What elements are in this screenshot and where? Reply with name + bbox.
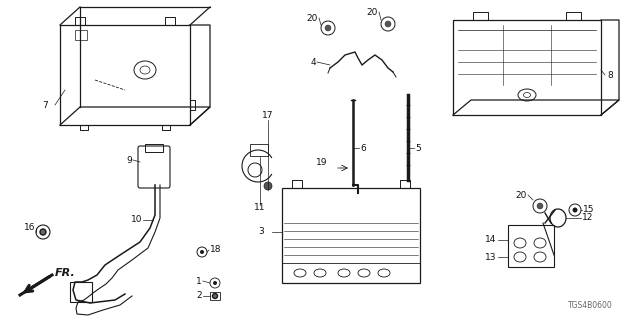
Circle shape	[537, 203, 543, 209]
Text: 1: 1	[196, 276, 202, 285]
Text: TGS4B0600: TGS4B0600	[568, 300, 612, 309]
Bar	[250, 144, 268, 156]
Circle shape	[200, 250, 204, 254]
Text: 2: 2	[196, 292, 202, 300]
Circle shape	[385, 21, 391, 27]
Circle shape	[40, 229, 46, 235]
Text: 18: 18	[210, 245, 221, 254]
Bar	[145, 144, 163, 152]
Circle shape	[212, 293, 218, 299]
Text: 9: 9	[126, 156, 132, 164]
Text: 13: 13	[484, 252, 496, 261]
Text: 20: 20	[367, 7, 378, 17]
Bar	[508, 225, 554, 267]
Bar	[210, 292, 220, 300]
Text: 20: 20	[307, 13, 318, 22]
Text: 11: 11	[254, 204, 266, 212]
Circle shape	[264, 182, 272, 190]
Text: 17: 17	[262, 110, 274, 119]
Text: 8: 8	[607, 70, 612, 79]
Text: 20: 20	[516, 190, 527, 199]
Text: 15: 15	[583, 205, 595, 214]
Text: 19: 19	[316, 157, 327, 166]
Circle shape	[213, 281, 217, 285]
Circle shape	[573, 207, 577, 212]
Text: 3: 3	[259, 228, 264, 236]
Text: FR.: FR.	[55, 268, 76, 278]
Text: 14: 14	[484, 236, 496, 244]
Bar	[70, 282, 92, 302]
Text: 16: 16	[24, 223, 35, 233]
Text: 12: 12	[582, 213, 593, 222]
Text: 5: 5	[415, 143, 420, 153]
Text: 7: 7	[42, 100, 48, 109]
Bar	[282, 188, 420, 283]
Text: 10: 10	[131, 215, 142, 225]
Circle shape	[325, 25, 331, 31]
Text: 4: 4	[310, 58, 316, 67]
Text: 6: 6	[360, 143, 365, 153]
Bar	[75, 30, 87, 40]
